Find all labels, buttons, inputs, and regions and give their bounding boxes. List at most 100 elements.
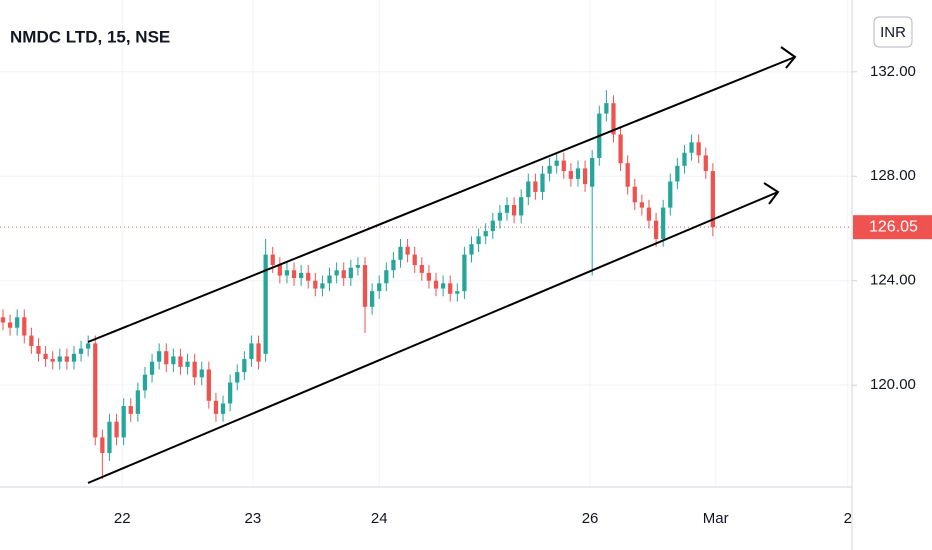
candle-body: [440, 283, 446, 289]
candle-body: [284, 270, 290, 276]
candle-body: [7, 322, 13, 328]
candle-body: [483, 231, 488, 237]
currency-label[interactable]: INR: [880, 24, 906, 41]
candle-body: [377, 283, 382, 292]
candle-body: [86, 343, 91, 349]
candle-body: [568, 171, 574, 179]
candle-body: [547, 165, 552, 174]
price-axis-bg: [852, 0, 932, 550]
candle-body: [206, 369, 211, 401]
candle-body: [107, 421, 112, 454]
candle-body: [611, 103, 616, 135]
candle-body: [476, 236, 481, 245]
y-tick-label: 132.00: [870, 63, 916, 80]
candle-body: [22, 317, 27, 336]
channel: [87, 46, 797, 484]
candle-body: [142, 374, 148, 391]
candle-body: [270, 254, 275, 266]
candle-body: [497, 212, 503, 221]
candle-body: [426, 272, 432, 281]
channel-upper: [87, 56, 796, 343]
candle-body: [327, 275, 332, 284]
candle-body: [220, 403, 226, 414]
candle-body: [419, 265, 424, 273]
candle-body: [412, 254, 417, 266]
candle-body: [29, 335, 34, 346]
candle-body: [256, 343, 261, 362]
grid: [0, 0, 852, 487]
candle-body: [242, 359, 247, 373]
candle-body: [128, 406, 133, 414]
y-tick-label: 128.00: [870, 167, 916, 184]
candle-body: [348, 267, 353, 279]
candle-body: [78, 348, 84, 354]
candle-body: [504, 204, 510, 213]
y-tick-label: 124.00: [870, 272, 916, 289]
arrow-head: [780, 46, 797, 69]
candle-body: [121, 406, 126, 438]
candle-body: [114, 421, 119, 438]
candle-body: [355, 265, 361, 268]
candle-body: [157, 351, 162, 362]
candle-body: [696, 142, 701, 156]
candle-body: [306, 272, 311, 281]
candle-body: [15, 317, 20, 328]
candle-body: [178, 356, 183, 367]
candle-body: [0, 317, 6, 323]
candle-body: [554, 160, 559, 166]
candle-body: [291, 270, 297, 279]
candle-body: [604, 103, 609, 114]
candle-body: [618, 134, 623, 164]
candle-body: [653, 220, 659, 239]
candle-body: [561, 160, 566, 172]
arrow-head: [763, 182, 780, 205]
candle-body: [249, 343, 254, 360]
last-price-label: 126.05: [869, 218, 918, 235]
candle-body: [93, 343, 98, 438]
candle-body: [462, 254, 467, 292]
candle-body: [384, 270, 389, 284]
candle-body: [313, 280, 318, 289]
candle-body: [490, 220, 495, 232]
candle-body: [455, 291, 460, 294]
candle-body: [277, 265, 282, 276]
candle-body: [100, 437, 105, 454]
y-tick-label: 120.00: [870, 376, 916, 393]
candle-body: [192, 361, 197, 378]
candle-body: [682, 152, 687, 166]
candle-body: [235, 372, 240, 383]
candle-body: [334, 270, 339, 276]
last-price-tag: [853, 215, 932, 240]
candle-body: [369, 291, 375, 307]
candle-body: [668, 181, 673, 208]
candle-body: [590, 157, 595, 187]
currency-button[interactable]: [873, 16, 913, 48]
candle-body: [391, 259, 396, 271]
candle-body: [540, 173, 545, 192]
candles: [0, 90, 715, 480]
candle-body: [199, 369, 204, 378]
candle-body: [50, 359, 55, 362]
candle-body: [149, 361, 155, 375]
candle-body: [362, 265, 368, 307]
candle-body: [299, 272, 304, 279]
candle-body: [703, 155, 708, 172]
candle-body: [341, 270, 346, 279]
candle-body: [582, 168, 588, 185]
candle-body: [64, 356, 70, 362]
candle-body: [575, 168, 581, 179]
candle-body: [263, 254, 268, 354]
candle-body: [639, 202, 645, 208]
time-axis-bg: [0, 487, 852, 550]
candle-body: [57, 356, 62, 362]
candle-body: [448, 283, 453, 294]
candle-body: [405, 246, 410, 255]
axes: 120.00 124.00 128.00 132.00 22 23 24 26 Mar 2 126.…: [114, 63, 932, 527]
candle-body: [185, 361, 190, 367]
candle-body: [135, 390, 140, 414]
candle-body: [398, 246, 403, 260]
candle-body: [164, 351, 169, 365]
candle-body: [526, 181, 531, 198]
candle-body: [511, 204, 517, 216]
